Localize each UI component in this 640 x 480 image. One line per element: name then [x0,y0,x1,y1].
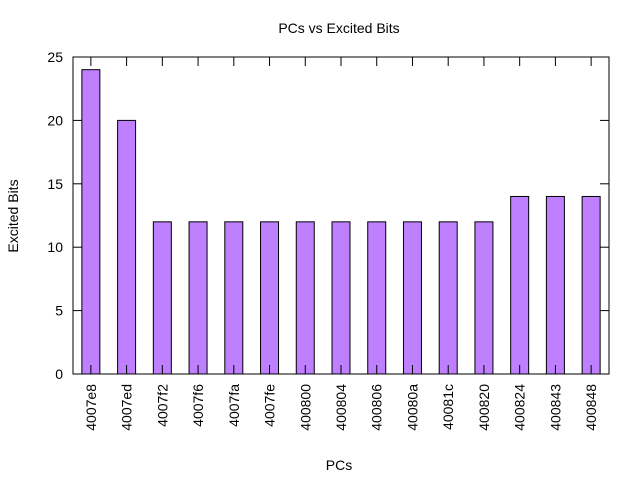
x-tick-label: 4007f6 [190,384,206,427]
bar [295,221,315,375]
x-tick-label: 4007ed [119,384,135,431]
bar [581,195,601,375]
bar [402,221,422,375]
bar [510,195,530,375]
bar [438,221,458,375]
y-tick-label: 20 [47,112,63,128]
y-tick-label: 10 [47,239,63,255]
x-tick-label: 400806 [369,384,385,431]
bar [117,119,137,375]
bar [474,221,494,375]
bar [224,221,244,375]
x-tick-label: 40081c [440,384,456,430]
x-tick-label: 400848 [583,384,599,431]
plot-frame [72,56,610,375]
x-tick-label: 4007f2 [154,384,170,427]
x-tick-label: 4007fa [226,384,242,427]
bars-layer [81,69,601,375]
x-tick-label: 400800 [297,384,313,431]
bar [81,69,101,375]
x-tick-label: 4007fe [262,384,278,427]
chart-title: PCs vs Excited Bits [278,20,399,36]
bar [260,221,280,375]
x-tick-label: 4007e8 [83,384,99,431]
x-axis-label: PCs [326,457,352,473]
ticks-layer: 0 5 10 15 20 25 4007e8 4007ed 4007f2 4007f6 4007fa… [47,49,609,431]
y-axis-label: Excited Bits [5,179,21,252]
x-tick-label: 40080a [404,384,420,431]
x-tick-label: 400804 [333,384,349,431]
bar [152,221,172,375]
bar [188,221,208,375]
x-tick-label: 400820 [476,384,492,431]
x-tick-label: 400843 [547,384,563,431]
y-tick-label: 0 [55,366,63,382]
bar [545,195,565,375]
y-tick-label: 15 [47,176,63,192]
x-tick-label: 400824 [512,384,528,431]
bar [367,221,387,375]
y-tick-label: 25 [47,49,63,65]
bar [331,221,351,375]
y-tick-label: 5 [55,303,63,319]
